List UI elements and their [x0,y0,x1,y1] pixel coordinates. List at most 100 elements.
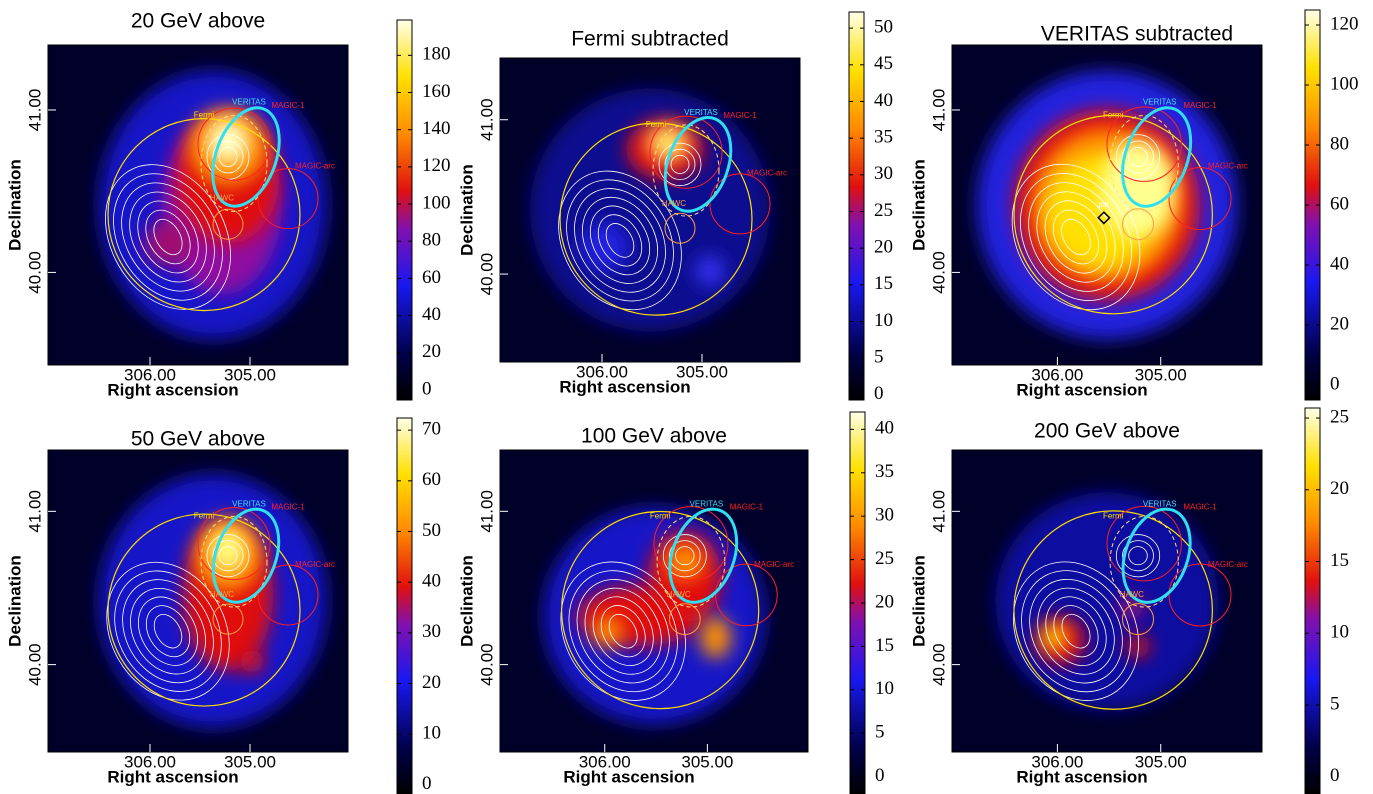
colorbar-tick-label: 20 [422,341,441,362]
contour [129,191,207,283]
emission [647,124,689,162]
x-tick-label: 305.00 [676,362,728,381]
colorbar-tick-label: 80 [1330,133,1349,154]
contour [592,596,654,666]
contour [206,534,250,578]
annotation: MAGIC-arc [754,560,794,569]
contour [212,140,244,174]
contour [576,579,670,684]
colorbar-tick-label: 0 [874,383,884,404]
magic1-region [1106,505,1182,582]
sky-map [48,450,348,752]
colorbar-tick-label: 30 [875,505,894,526]
colorbar-tick-label: 160 [422,81,451,102]
contour [582,196,658,284]
colorbar-tick-label: 60 [422,469,441,490]
colorbar-tick-label: 70 [422,419,441,440]
contour [153,613,183,649]
contour [153,218,183,256]
y-tick-label: 41.00 [929,89,948,132]
colorbar-tick-label: 20 [874,237,893,258]
annotation: MAGIC-arc [747,169,787,178]
x-axis-label: Right ascension [559,377,690,396]
contour [218,146,238,167]
contour [1128,146,1148,167]
colorbar-tick-label: 25 [1330,406,1349,427]
panel: Fermi VERITAS MAGIC-1 MAGIC-arc HAWC 306.00 30… [5,10,451,401]
colorbar-tick-label: 45 [874,53,893,74]
emission [1041,625,1067,650]
contour [1128,546,1148,566]
annotation: MAGIC-arc [295,162,335,171]
contour [568,570,678,693]
annotation: MAGIC-1 [271,502,305,511]
magic-arc-region [1168,167,1232,231]
y-tick-label: 40.00 [929,643,948,686]
colorbar-tick-label: 40 [1330,253,1349,274]
y-axis-label: Declination [5,555,24,647]
colorbar-tick-label: 60 [1330,193,1349,214]
hawc-region [212,208,244,240]
colorbar-tick-label: 5 [875,722,885,743]
contour [1122,140,1154,174]
contour [1061,613,1091,649]
contour [558,170,682,311]
emission [666,543,704,580]
contour [1020,173,1132,301]
magic-arc-region [715,563,778,627]
colorbar-tick-label: 10 [874,310,893,331]
contour [138,596,198,666]
contour [608,613,638,649]
veritas-region [668,507,739,604]
colorbar-tick-label: 40 [422,571,441,592]
contour [137,200,199,274]
sky-map [48,45,348,365]
contour [130,587,206,675]
contour [1036,191,1116,283]
annotation: Fermi [1103,111,1124,120]
colorbar [848,11,865,401]
contour [1115,534,1161,578]
contour [145,209,191,265]
panel-title: VERITAS subtracted [1041,23,1233,46]
y-axis-label: Declination [909,159,928,251]
y-tick-label: 41.00 [25,89,44,132]
veritas-dashed [1109,515,1179,608]
contour [584,587,662,675]
contour [1037,587,1115,675]
panel-title: Fermi subtracted [571,28,729,51]
colorbar-tick-label: 30 [874,163,893,184]
contour [121,182,215,292]
plot-frame [47,44,349,366]
annotation: VERITAS [690,499,724,508]
colorbar-tick-label: 20 [1330,478,1349,499]
hawc-region [1122,208,1154,241]
colorbar-tick-label: 20 [875,591,894,612]
annotation: HAWC [662,199,686,208]
contour [114,570,222,692]
magic-arc-region [1168,563,1232,627]
x-axis-label: Right ascension [1016,380,1147,399]
colorbar [396,19,413,401]
contour [1013,561,1139,701]
contour [597,214,643,267]
colorbar [396,417,413,794]
contour [122,579,214,684]
emission [1100,141,1176,237]
colorbar-tick-label: 30 [422,621,441,642]
colorbar-tick-label: 40 [875,418,894,439]
y-tick-label: 40.00 [929,251,948,294]
contour [1021,570,1131,693]
colorbar-tick-label: 5 [1330,693,1340,714]
magic1-region [1106,106,1182,182]
sky-map [500,450,808,752]
emission [592,616,624,647]
x-tick-label: 306.00 [576,362,628,381]
contour [1044,200,1108,274]
contour [1028,182,1124,292]
contour [218,546,238,566]
x-tick-label: 306.00 [124,752,176,771]
annotation: HAWC [667,590,691,599]
contour [560,561,686,701]
